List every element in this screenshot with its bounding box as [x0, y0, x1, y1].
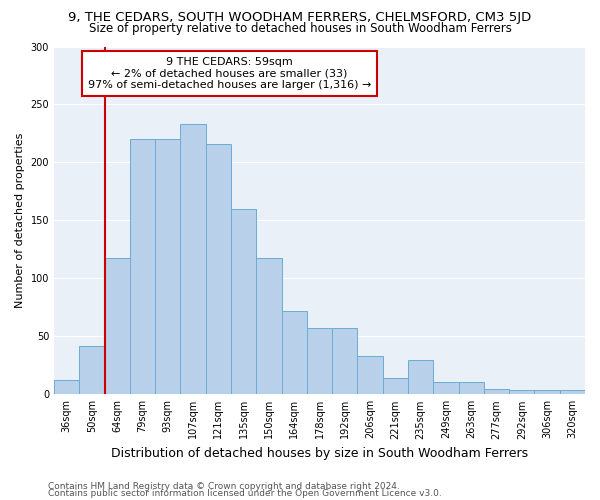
Y-axis label: Number of detached properties: Number of detached properties: [15, 132, 25, 308]
Text: 9, THE CEDARS, SOUTH WOODHAM FERRERS, CHELMSFORD, CM3 5JD: 9, THE CEDARS, SOUTH WOODHAM FERRERS, CH…: [68, 11, 532, 24]
Text: Contains HM Land Registry data © Crown copyright and database right 2024.: Contains HM Land Registry data © Crown c…: [48, 482, 400, 491]
Bar: [206, 144, 231, 395]
Bar: [332, 328, 358, 394]
Bar: [54, 380, 79, 394]
Bar: [535, 390, 560, 394]
Bar: [458, 382, 484, 394]
Bar: [307, 328, 332, 394]
Bar: [281, 311, 307, 394]
Bar: [560, 390, 585, 394]
Bar: [383, 378, 408, 394]
Bar: [433, 382, 458, 394]
Bar: [79, 346, 104, 395]
Bar: [231, 209, 256, 394]
Text: Size of property relative to detached houses in South Woodham Ferrers: Size of property relative to detached ho…: [89, 22, 511, 35]
X-axis label: Distribution of detached houses by size in South Woodham Ferrers: Distribution of detached houses by size …: [111, 447, 528, 460]
Text: Contains public sector information licensed under the Open Government Licence v3: Contains public sector information licen…: [48, 489, 442, 498]
Bar: [104, 258, 130, 394]
Bar: [130, 139, 155, 394]
Text: 9 THE CEDARS: 59sqm
← 2% of detached houses are smaller (33)
97% of semi-detache: 9 THE CEDARS: 59sqm ← 2% of detached hou…: [88, 57, 371, 90]
Bar: [408, 360, 433, 394]
Bar: [155, 139, 181, 394]
Bar: [484, 388, 509, 394]
Bar: [358, 356, 383, 395]
Bar: [181, 124, 206, 394]
Bar: [509, 390, 535, 394]
Bar: [256, 258, 281, 394]
